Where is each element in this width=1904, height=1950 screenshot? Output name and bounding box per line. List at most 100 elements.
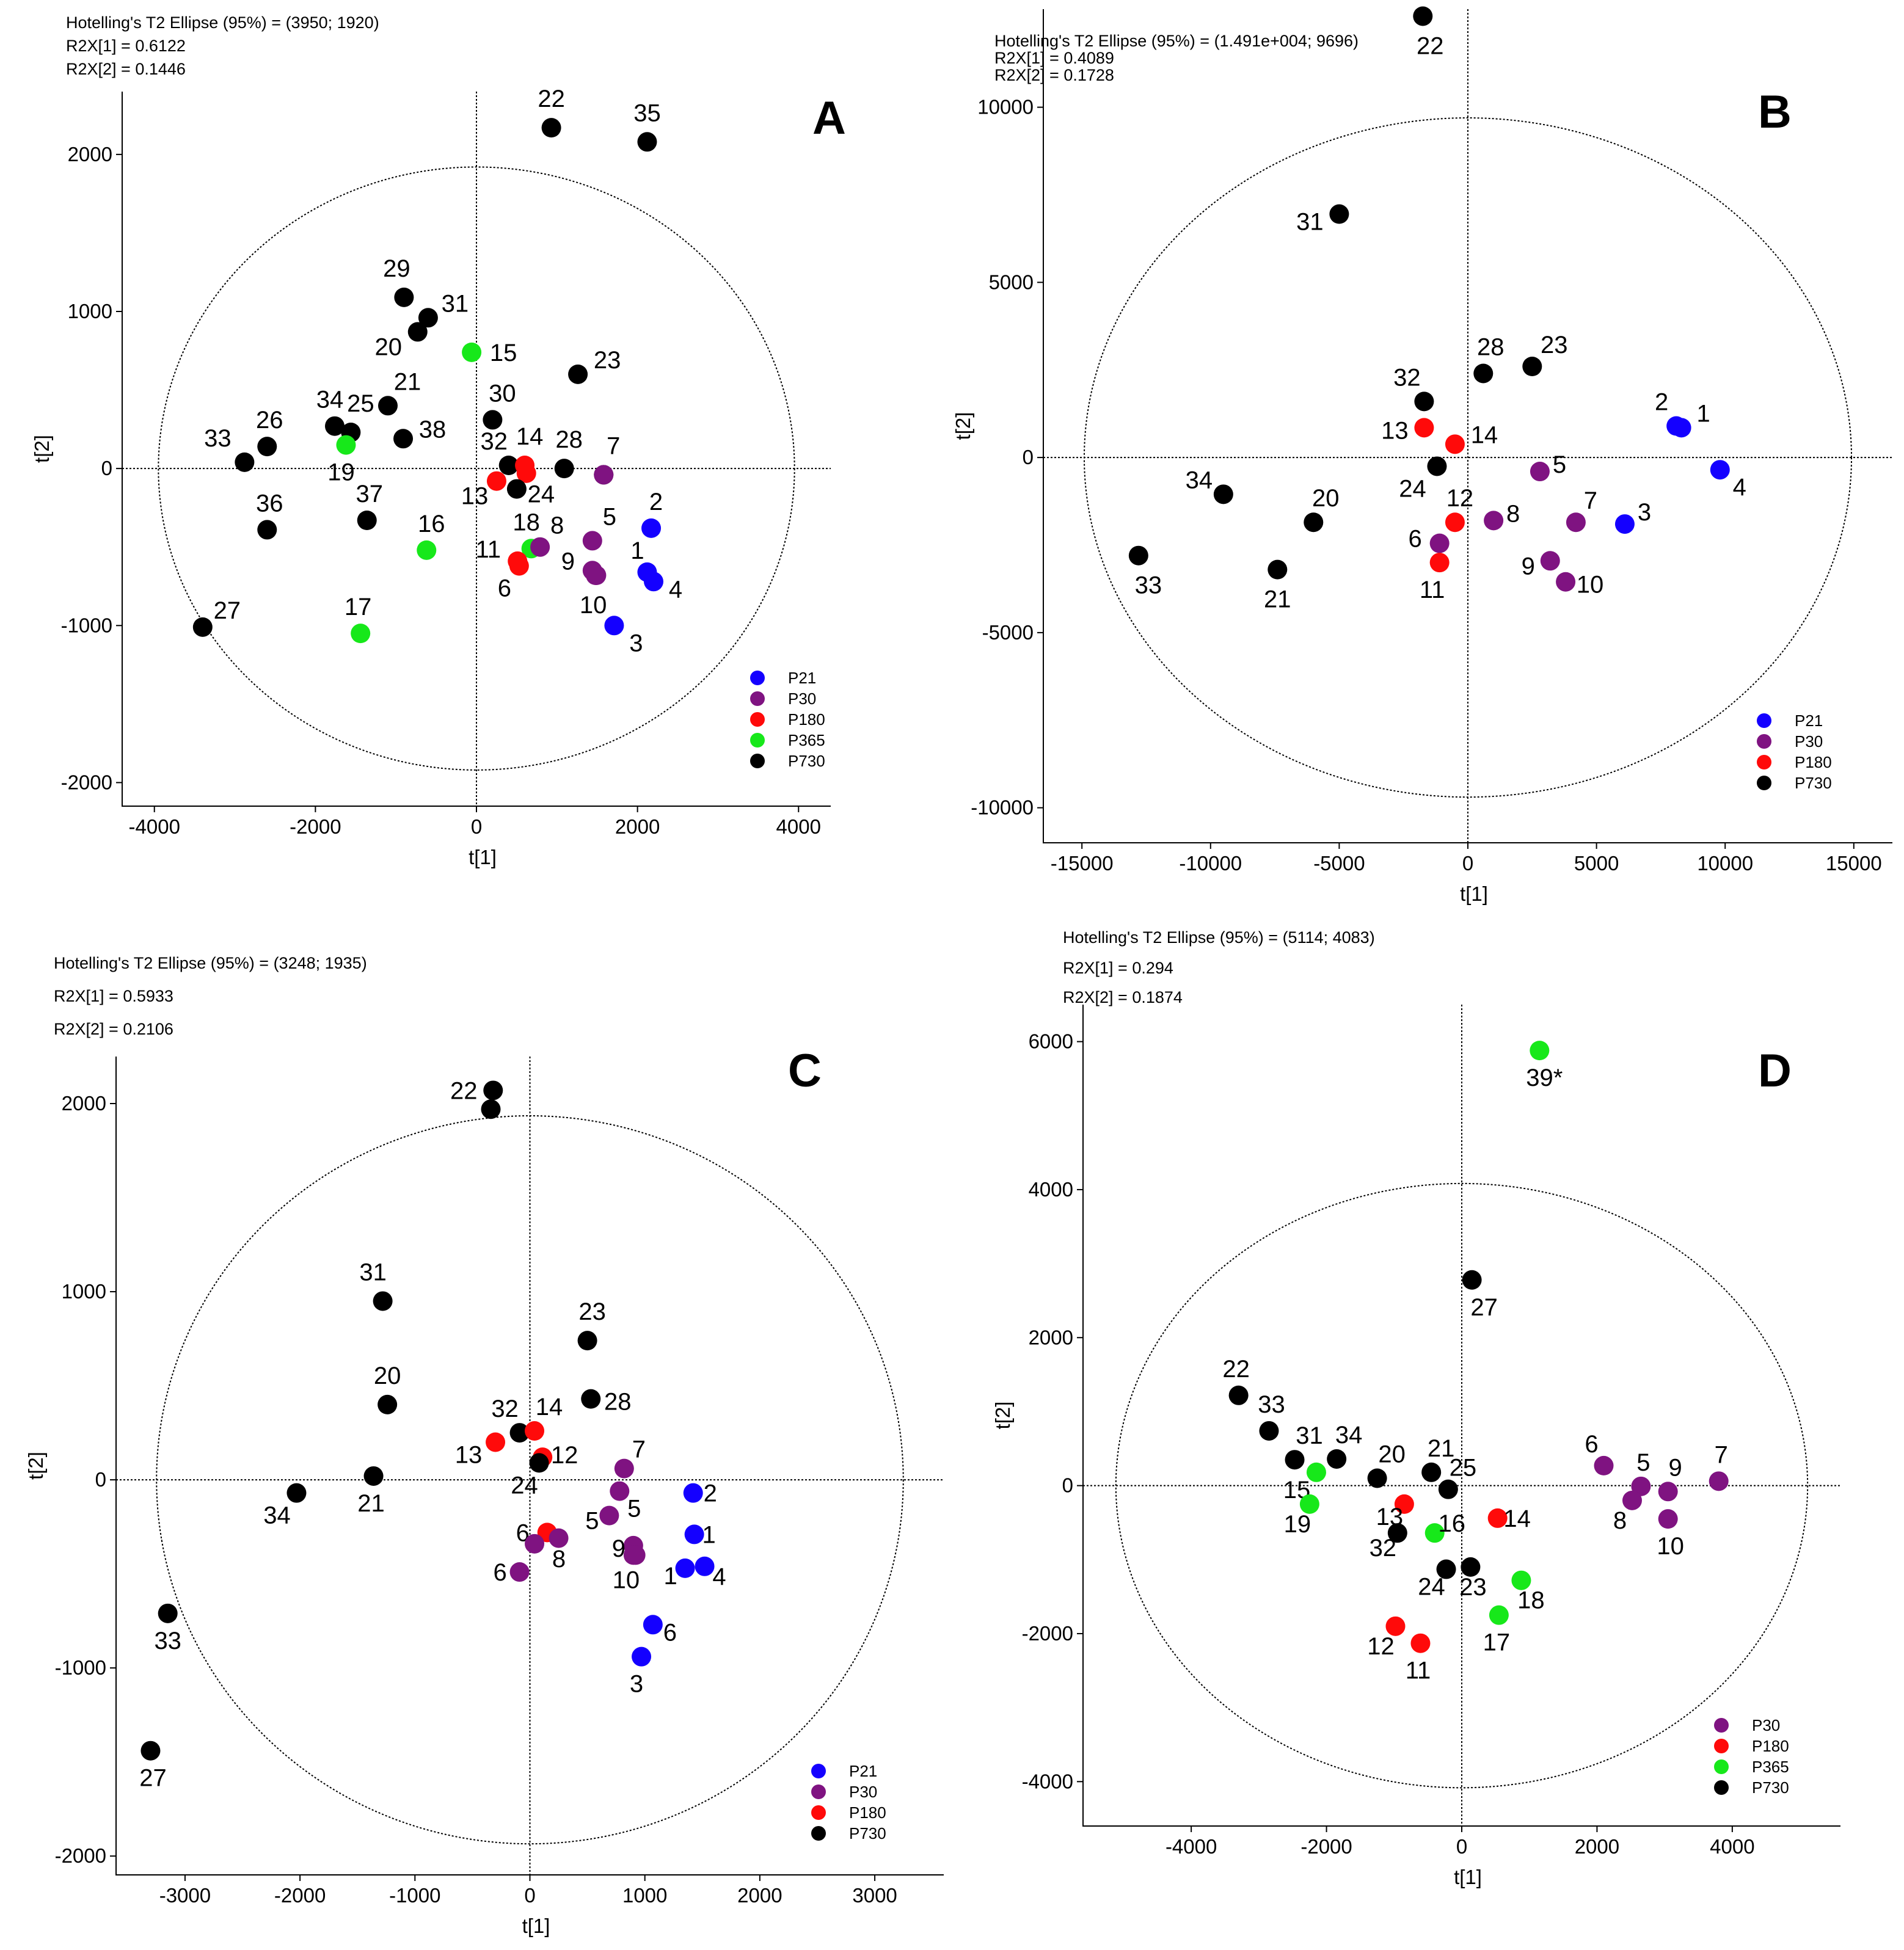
panel-b-y-axis-title: t[2] xyxy=(952,412,974,440)
panel-a-point-label: 27 xyxy=(214,597,241,624)
panel-b-legend-label-p21: P21 xyxy=(1795,711,1823,730)
panel-b-point-p30 xyxy=(1566,512,1586,533)
panel-c-y-axis-title: t[2] xyxy=(24,1452,47,1480)
panel-b-r2x2: R2X[2] = 0.1728 xyxy=(994,66,1114,84)
panel-a-point-label: 22 xyxy=(538,85,565,112)
panel-a-point-label: 6 xyxy=(498,575,511,602)
panel-a-point-p730 xyxy=(257,520,277,540)
panel-a-point-label: 36 xyxy=(256,490,283,517)
panel-d-point-label: 20 xyxy=(1378,1441,1406,1468)
panel-b-point-label: 32 xyxy=(1393,364,1421,391)
panel-d-point-label: 27 xyxy=(1470,1294,1498,1321)
panel-d-axes xyxy=(1082,1005,1840,1827)
panel-d-point-p365 xyxy=(1424,1523,1445,1543)
panel-c-point-label: 1 xyxy=(702,1521,715,1548)
panel-b-x-tick-label: -5000 xyxy=(1313,852,1365,875)
panel-c-legend-marker-p21 xyxy=(811,1764,826,1778)
panel-a-point-p730 xyxy=(325,416,345,436)
panel-d-point-label: 14 xyxy=(1503,1505,1531,1532)
panel-b-x-tick-label: 10000 xyxy=(1697,852,1753,875)
panel-d-point-label: 18 xyxy=(1517,1587,1545,1614)
panel-b-point-p730 xyxy=(1413,6,1433,26)
panel-c-point-label: 34 xyxy=(263,1502,291,1529)
panel-c-x-tick-label: 1000 xyxy=(622,1884,667,1907)
panel-c-x-tick-label: -2000 xyxy=(274,1884,326,1907)
panel-c-point-p730 xyxy=(509,1423,530,1443)
panel-b-point-p21 xyxy=(1710,460,1730,480)
panel-d-point-p730 xyxy=(1461,1557,1481,1577)
panel-c-y-tick-label: 0 xyxy=(95,1468,106,1491)
panel-a-point-p365 xyxy=(336,435,356,455)
panel-a-point-p730 xyxy=(407,322,428,342)
panel-d-point-p30 xyxy=(1622,1490,1642,1510)
panel-a-legend-marker-p180 xyxy=(750,712,765,727)
panel-c-point-p21 xyxy=(695,1556,715,1576)
panel-d-legend-marker-p365 xyxy=(1714,1759,1729,1774)
panel-d-point-label: 11 xyxy=(1406,1657,1431,1684)
panel-d-point-label: 7 xyxy=(1715,1441,1728,1468)
panel-a-legend-label-p21: P21 xyxy=(788,669,816,687)
panel-d-y-tick-label: 2000 xyxy=(1029,1326,1073,1348)
panel-a-point-label: 23 xyxy=(594,347,621,374)
panel-b-point-label: 3 xyxy=(1638,499,1651,526)
panel-d-point-p730 xyxy=(1387,1523,1407,1543)
panel-a-x-tick-label: 4000 xyxy=(776,815,821,838)
panel-c-hotelling-ellipse xyxy=(156,1115,904,1845)
panel-c-point-label: 24 xyxy=(511,1472,538,1499)
panel-a-x-tick-label: 0 xyxy=(471,815,482,838)
panel-d-point-label: 24 xyxy=(1418,1574,1445,1601)
panel-d-point-p180 xyxy=(1385,1616,1406,1636)
panel-b-point-p730 xyxy=(1213,484,1233,504)
panel-c-point-p30 xyxy=(623,1545,643,1565)
panel-c-point-label: 27 xyxy=(139,1765,167,1792)
panel-d-y-axis-title: t[2] xyxy=(991,1402,1014,1430)
panel-b-legend-marker-p730 xyxy=(1757,776,1771,790)
panel-b-x-tick-label: -15000 xyxy=(1051,852,1114,875)
panel-b-point-label: 24 xyxy=(1399,475,1426,502)
panel-a-point-p180 xyxy=(516,463,536,483)
panel-d-point-p30 xyxy=(1709,1471,1729,1491)
panel-a-point-label: 24 xyxy=(528,481,555,508)
panel-c-point-p730 xyxy=(581,1389,601,1409)
panel-d-point-p30 xyxy=(1594,1455,1614,1475)
panel-d-point-p730 xyxy=(1367,1468,1387,1488)
panel-d-legend-label-p180: P180 xyxy=(1752,1737,1789,1755)
panel-c-point-label: 3 xyxy=(630,1671,643,1698)
panel-b-point-label: 5 xyxy=(1553,451,1566,478)
panel-d-r2x2: R2X[2] = 0.1874 xyxy=(1063,988,1183,1006)
panel-c-point-label: 8 xyxy=(552,1546,566,1573)
panel-c-point-label: 2 xyxy=(704,1480,717,1507)
panel-a-point-p730 xyxy=(257,437,277,457)
panel-a-point-label: 19 xyxy=(327,459,355,486)
panel-a-point-label: 29 xyxy=(383,255,410,282)
panel-b-point-p730 xyxy=(1329,204,1349,224)
panel-b-point-label: 34 xyxy=(1186,467,1213,493)
panel-c-point-p730 xyxy=(158,1603,178,1623)
panel-a-hotelling-ellipse xyxy=(158,166,795,771)
panel-a-point-p180 xyxy=(486,471,506,491)
panel-d-point-p180 xyxy=(1487,1508,1508,1528)
panel-c-r2x2: R2X[2] = 0.2106 xyxy=(54,1020,173,1038)
panel-b-point-label: 28 xyxy=(1477,333,1505,360)
panel-b-legend-marker-p30 xyxy=(1757,734,1771,749)
panel-c-r2x1: R2X[1] = 0.5933 xyxy=(54,987,173,1005)
panel-d-point-p365 xyxy=(1489,1605,1509,1625)
panel-a-y-tick-label: 0 xyxy=(101,457,112,479)
panel-c-point-p730 xyxy=(286,1483,307,1503)
panel-a-point-label: 18 xyxy=(512,509,540,536)
panel-c-y-tick-label: 1000 xyxy=(62,1280,106,1303)
panel-a-x-axis-title: t[1] xyxy=(469,846,497,868)
panel-b-point-label: 31 xyxy=(1296,209,1324,236)
panel-c-point-label: 6 xyxy=(663,1619,677,1646)
panel-c: Hotelling's T2 Ellipse (95%) = (3248; 19… xyxy=(0,916,952,1950)
panel-b-point-p30 xyxy=(1484,511,1504,531)
panel-a-point-label: 30 xyxy=(489,380,516,407)
panel-b-point-p730 xyxy=(1128,545,1148,566)
panel-d-point-label: 10 xyxy=(1657,1533,1684,1560)
panel-b-point-label: 9 xyxy=(1522,553,1535,580)
panel-c-point-p21 xyxy=(675,1558,695,1578)
panel-a-point-label: 7 xyxy=(607,432,620,459)
panel-a-point-p730 xyxy=(506,479,527,499)
panel-c-point-label: 12 xyxy=(551,1442,578,1469)
panel-a-point-label: 8 xyxy=(550,512,564,539)
